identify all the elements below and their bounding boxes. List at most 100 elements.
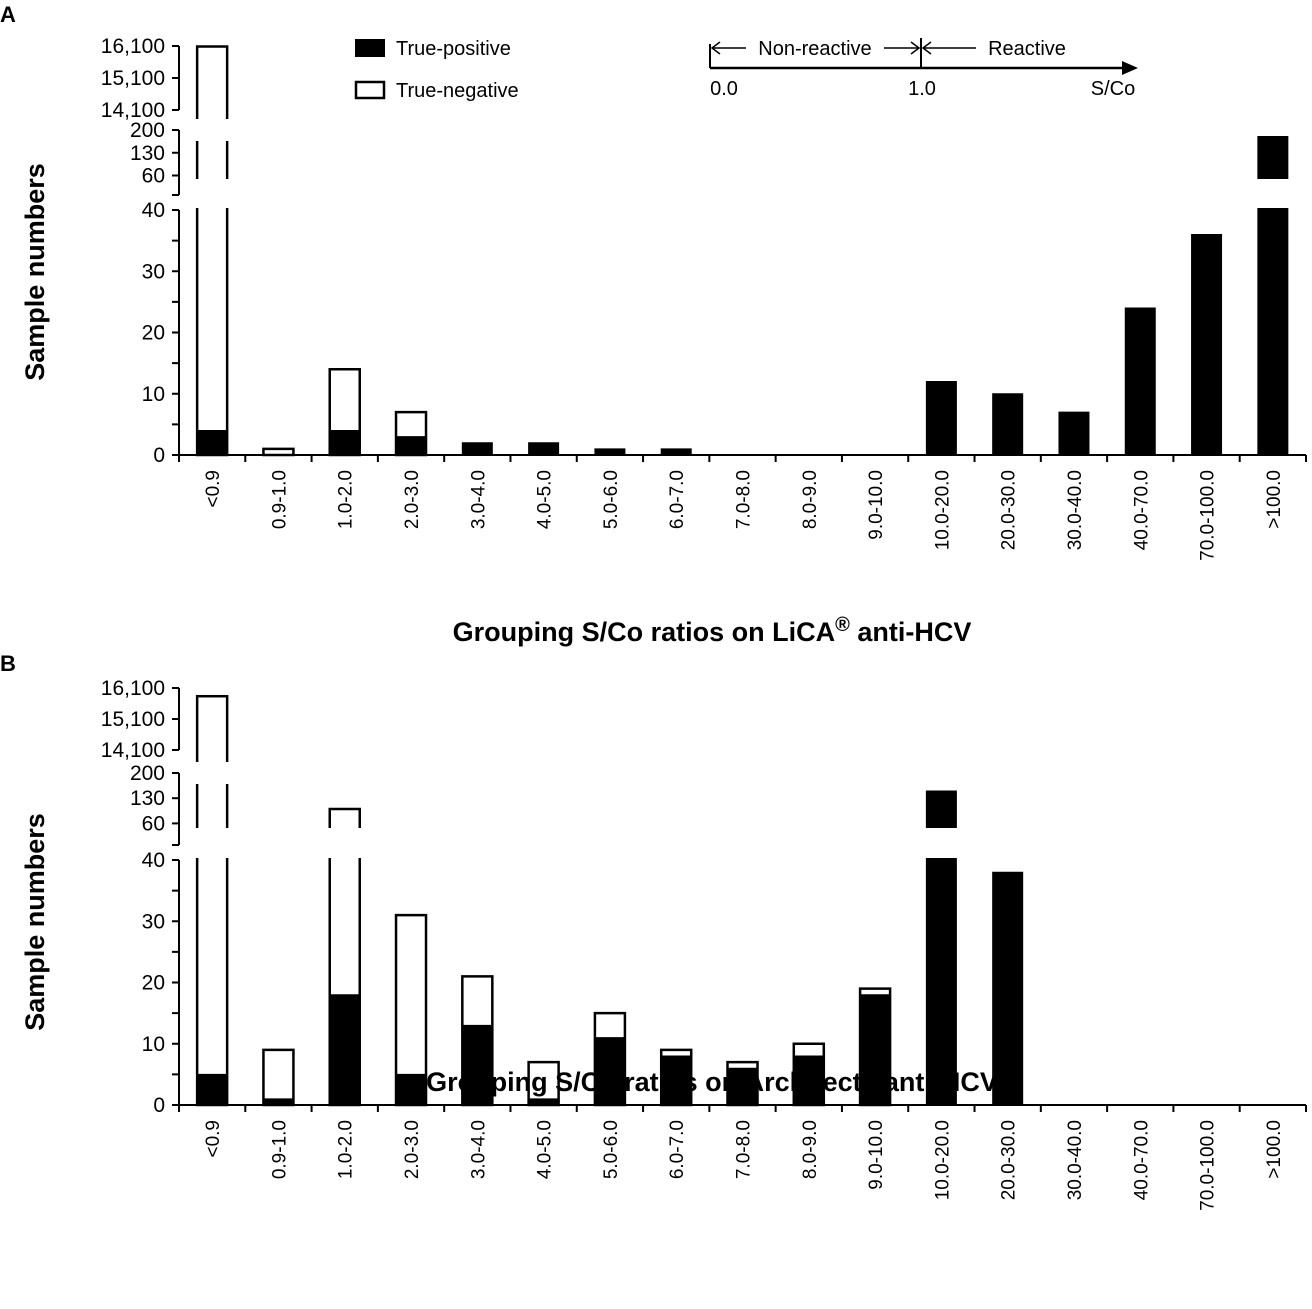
- bar-true-positive: [461, 442, 493, 456]
- x-axis-title-main: Grouping S/Co ratios on Architect: [426, 1067, 862, 1097]
- x-category-label: 0.9-1.0: [269, 1120, 290, 1179]
- x-category-label: 10.0-20.0: [932, 1120, 953, 1200]
- bar-true-negative: [527, 1060, 560, 1107]
- y-tick-label: 16,100: [101, 35, 165, 58]
- x-axis-title: Grouping S/Co ratios on Architect® anti-…: [426, 1064, 998, 1097]
- x-category-label: 6.0-7.0: [667, 470, 688, 529]
- bar-break-gap: [194, 828, 231, 858]
- bar-true-positive: [594, 448, 626, 456]
- y-tick-label: 60: [142, 165, 165, 188]
- x-category-label: 1.0-2.0: [336, 1120, 357, 1179]
- bar-true-negative: [262, 1048, 295, 1107]
- x-category-label: <0.9: [203, 470, 224, 508]
- y-axis-title: Sample numbers: [20, 813, 50, 1031]
- x-category-label: 3.0-4.0: [468, 1120, 489, 1179]
- legend-swatch-positive: [355, 39, 385, 57]
- y-tick-label: 15,100: [101, 708, 165, 731]
- bar-true-positive: [329, 430, 361, 456]
- bar-true-positive: [660, 1055, 692, 1106]
- bar-true-positive: [262, 1098, 294, 1106]
- scale-one-label: 1.0: [908, 78, 936, 100]
- y-axis-title: Sample numbers: [20, 163, 50, 381]
- x-category-label: 1.0-2.0: [336, 470, 357, 529]
- y-tick-label: 14,100: [101, 99, 165, 122]
- bar-break-gap: [194, 179, 231, 208]
- x-category-label: 5.0-6.0: [601, 1120, 622, 1179]
- x-category-label: 20.0-30.0: [999, 470, 1020, 550]
- x-axis-title-main: Grouping S/Co ratios on LiCA: [453, 617, 835, 647]
- bar-true-positive: [395, 436, 427, 456]
- legend-swatch-negative: [354, 80, 386, 100]
- bar-true-positive: [793, 1055, 825, 1106]
- x-category-label: 40.0-70.0: [1131, 1120, 1152, 1200]
- bar-true-positive: [992, 871, 1024, 1106]
- y-tick-label: 30: [142, 910, 165, 933]
- bar-true-positive: [992, 393, 1024, 456]
- x-category-label: 70.0-100.0: [1198, 1120, 1219, 1211]
- x-category-label: 4.0-5.0: [535, 1120, 556, 1179]
- y-tick-label: 20: [142, 972, 165, 995]
- x-category-label: 30.0-40.0: [1065, 470, 1086, 550]
- bar-true-positive: [528, 1098, 560, 1106]
- y-tick-label: 0: [153, 1094, 165, 1117]
- x-category-label: 3.0-4.0: [468, 470, 489, 529]
- non-reactive-label: Non-reactive: [758, 38, 871, 60]
- y-tick-label: 40: [142, 849, 165, 872]
- x-category-label: 8.0-9.0: [800, 1120, 821, 1179]
- registered-mark: ®: [862, 1064, 877, 1086]
- non-reactive-span: [710, 41, 976, 55]
- x-category-label: <0.9: [203, 1120, 224, 1158]
- bar-true-positive: [528, 442, 560, 456]
- y-tick-label: 0: [153, 444, 165, 467]
- y-tick-label: 14,100: [101, 739, 165, 762]
- x-category-label: 10.0-20.0: [932, 470, 953, 550]
- bar-true-negative: [195, 694, 229, 1107]
- scale-arrowhead: [1122, 61, 1138, 75]
- y-tick-label: 40: [142, 199, 165, 222]
- bar-true-positive: [329, 994, 361, 1106]
- bar-true-positive: [461, 1024, 493, 1106]
- bar-true-positive: [925, 381, 957, 456]
- x-category-label: 6.0-7.0: [667, 1120, 688, 1179]
- bar-break-gap: [1254, 179, 1291, 208]
- x-category-label: >100.0: [1264, 1120, 1285, 1179]
- x-category-label: 7.0-8.0: [734, 470, 755, 529]
- bar-break-gap: [194, 762, 231, 784]
- bar-true-positive: [594, 1037, 626, 1106]
- x-axis-title: Grouping S/Co ratios on LiCA® anti-HCV: [453, 614, 972, 647]
- y-tick-label: 16,100: [101, 677, 165, 700]
- scale-zero-label: 0.0: [710, 78, 738, 100]
- registered-mark: ®: [835, 614, 850, 636]
- legend-label-negative: True-negative: [396, 80, 519, 102]
- x-category-label: 0.9-1.0: [269, 470, 290, 529]
- panel-label: A: [0, 2, 16, 27]
- x-category-label: >100.0: [1264, 470, 1285, 529]
- bar-true-positive: [196, 1073, 228, 1106]
- y-tick-label: 30: [142, 260, 165, 283]
- x-category-label: 20.0-30.0: [999, 1120, 1020, 1200]
- y-tick-label: 60: [142, 812, 165, 835]
- y-tick-label: 130: [130, 142, 165, 165]
- reactive-label: Reactive: [988, 38, 1066, 60]
- legend: True-positive True-negative: [354, 38, 519, 102]
- bar-true-positive: [395, 1073, 427, 1106]
- x-category-label: 4.0-5.0: [535, 470, 556, 529]
- y-tick-label: 200: [130, 762, 165, 785]
- x-axis-title-suffix: anti-HCV: [850, 617, 972, 647]
- x-category-label: 2.0-3.0: [402, 470, 423, 529]
- bar-true-negative: [195, 45, 229, 457]
- bar-break-gap: [194, 119, 231, 141]
- bar-break-gap: [923, 828, 960, 858]
- x-category-label: 9.0-10.0: [866, 470, 887, 540]
- y-tick-label: 130: [130, 787, 165, 810]
- y-tick-label: 20: [142, 322, 165, 345]
- bar-true-positive: [660, 448, 692, 456]
- x-category-label: 7.0-8.0: [734, 1120, 755, 1179]
- y-tick-label: 200: [130, 119, 165, 142]
- bar-true-positive: [1191, 234, 1223, 456]
- x-category-label: 5.0-6.0: [601, 470, 622, 529]
- scale-note: Non-reactive Reactive 0.0 1.0 S/Co: [709, 38, 1138, 100]
- y-tick-label: 10: [142, 1033, 165, 1056]
